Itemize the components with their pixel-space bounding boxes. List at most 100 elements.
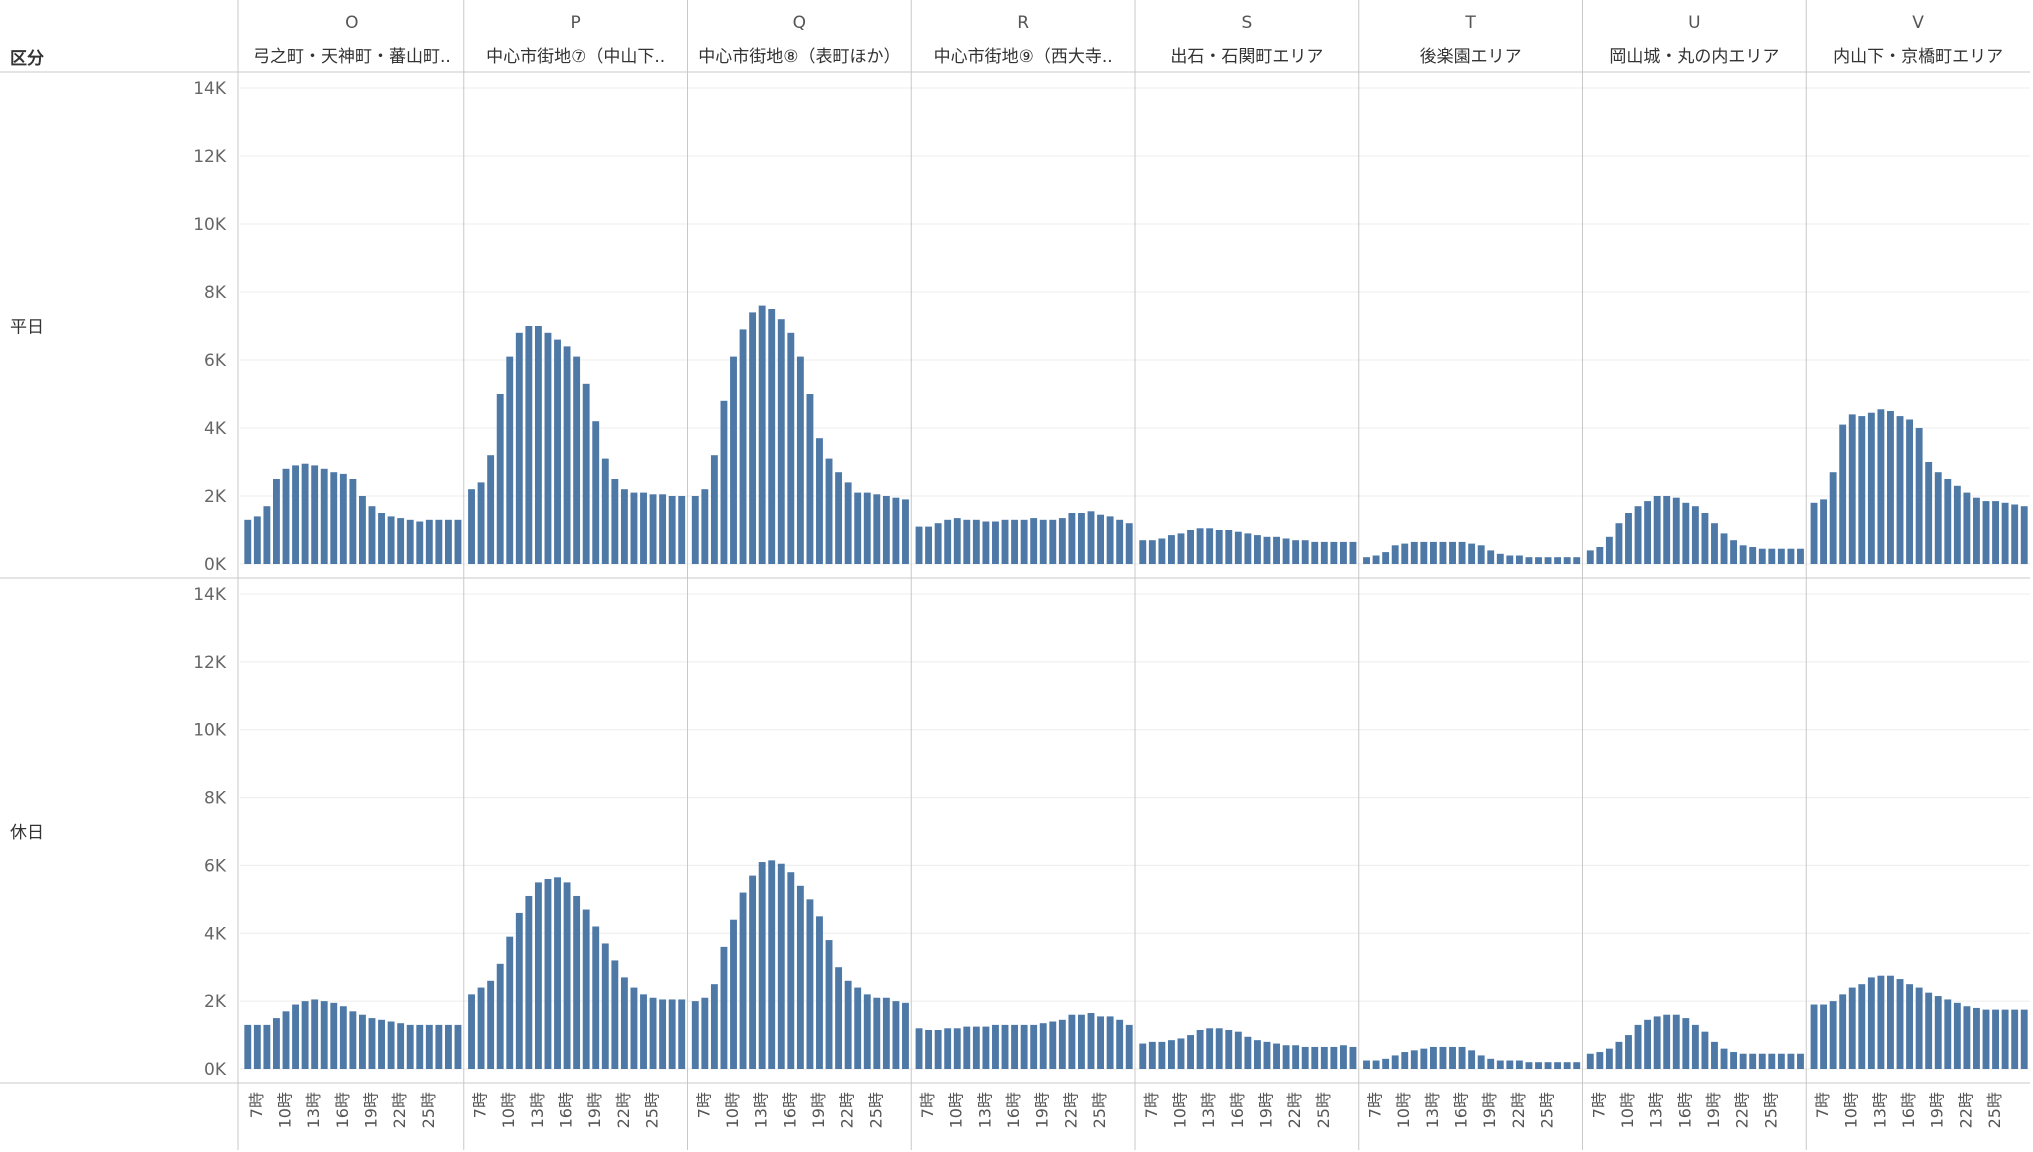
x-tick-label: 16時 [1899,1092,1918,1128]
bar [1372,1060,1380,1069]
bar [1777,548,1785,564]
bar [710,455,718,564]
bar [758,862,766,1069]
bar [435,1024,443,1069]
bar [844,980,852,1069]
bar [349,1011,357,1069]
bar [1106,1016,1114,1069]
bar [1420,541,1428,564]
bar [525,326,533,564]
y-tick-label: 10K [193,215,227,235]
x-tick-label: 13時 [1870,1092,1889,1128]
bar [1720,533,1728,564]
row-dimension-label: 区分 [10,49,44,69]
bar [816,916,823,1069]
bar [1420,1048,1428,1069]
bar [758,305,766,564]
bar [1934,996,1942,1069]
bar [292,1004,299,1069]
bar [339,1006,347,1069]
bar [1439,541,1447,564]
x-tick-label: 13時 [975,1092,994,1128]
panel-code: P [570,13,580,33]
bar [873,494,881,564]
bar [915,1028,923,1069]
bar [1934,472,1942,564]
bar [649,494,657,564]
bar [1992,501,1999,564]
bar [1573,557,1581,564]
bar [659,999,667,1069]
panel-code: U [1688,13,1700,33]
bar [1187,530,1194,564]
bar [972,1026,980,1069]
bar [282,468,290,564]
bar [506,356,514,564]
bar [1382,552,1390,564]
bar [1087,511,1095,564]
bar [1320,1046,1328,1069]
bar [777,863,785,1069]
y-tick-label: 8K [204,283,227,303]
bar [563,882,571,1069]
bar [1487,550,1495,564]
bar [1625,513,1632,564]
bar [1525,1062,1533,1069]
bar [1058,518,1066,564]
bar [1663,496,1671,564]
bar [668,999,676,1069]
bar [1877,409,1885,564]
bar [273,1018,280,1069]
bar [1349,541,1357,564]
bar [416,521,424,564]
bar [515,912,523,1069]
bar [444,1024,452,1069]
bar [873,997,881,1069]
bar [496,963,504,1069]
bar [1653,1016,1661,1069]
bar [1097,514,1104,564]
bar [330,472,338,564]
bar [1158,1041,1166,1069]
bar [1682,1018,1690,1069]
bar [1458,541,1466,564]
bar [640,492,647,564]
bar [1292,540,1300,564]
bar [601,943,609,1069]
bar [835,967,843,1069]
bar [844,482,852,564]
y-tick-label: 0K [204,1060,227,1080]
bar [691,496,699,564]
x-tick-label: 19時 [1704,1092,1723,1128]
x-tick-label: 16時 [1452,1092,1471,1128]
x-tick-label: 13時 [1647,1092,1666,1128]
bar [1058,1019,1066,1069]
bar [1168,1040,1175,1069]
bar [934,523,942,564]
x-tick-label: 25時 [866,1092,885,1128]
bar [963,1026,971,1069]
bar [1263,1041,1271,1069]
bar [1944,999,1952,1069]
bar [1020,1024,1028,1069]
bar [1535,557,1542,564]
bar [1768,548,1776,564]
row-label: 平日 [10,318,44,338]
bar [487,980,495,1069]
x-tick-label: 7時 [918,1092,937,1118]
bar [953,1028,961,1069]
bar [320,468,328,564]
bar [1797,548,1804,564]
x-tick-label: 19時 [361,1092,380,1128]
bar [1848,414,1856,564]
bar [944,519,952,564]
bar [1749,1053,1757,1069]
bar [468,994,475,1069]
bar [1206,528,1214,564]
bar [1615,1041,1623,1069]
bar [1244,533,1252,564]
bar [1363,1060,1370,1069]
bar [1401,543,1409,564]
x-tick-label: 16時 [1228,1092,1247,1128]
bar [1787,548,1795,564]
